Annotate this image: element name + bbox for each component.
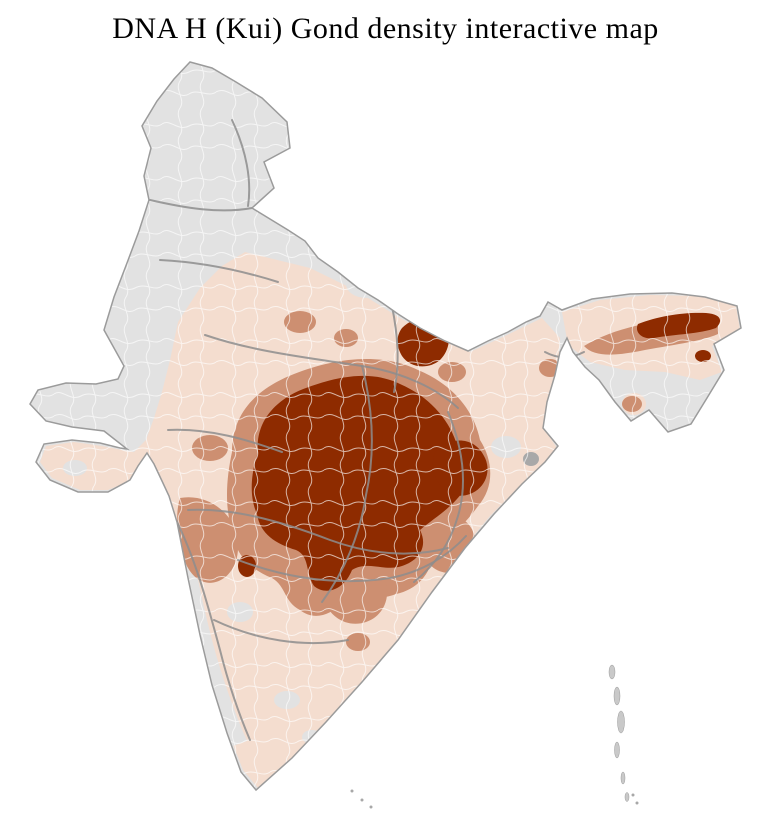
state-border-karnataka-tn bbox=[213, 619, 349, 645]
state-border-haryana-raj bbox=[159, 259, 279, 283]
state-border-kashmir-hp bbox=[231, 119, 251, 207]
region-medium-up-east[interactable] bbox=[438, 362, 466, 382]
region-medium-up-west[interactable] bbox=[284, 311, 316, 333]
state-border-guj-mp bbox=[167, 428, 283, 453]
island[interactable] bbox=[620, 771, 626, 785]
island[interactable] bbox=[617, 710, 625, 734]
region-medium-tripura[interactable] bbox=[622, 396, 642, 412]
region-midgray-bengal[interactable] bbox=[523, 452, 539, 466]
state-border-telangana-ap bbox=[237, 535, 467, 583]
state-border-chhattisgarh-west bbox=[321, 365, 373, 603]
region-high-assam-spot[interactable] bbox=[695, 350, 711, 362]
andaman-islands bbox=[608, 664, 630, 802]
island-dot bbox=[635, 801, 639, 805]
state-border-punjab-hp bbox=[149, 199, 253, 212]
state-border-odisha-west bbox=[413, 411, 464, 583]
map-title: DNA H (Kui) Gond density interactive map bbox=[112, 12, 659, 45]
region-high-bihar-north[interactable] bbox=[418, 300, 438, 316]
small-islands bbox=[350, 789, 639, 809]
region-medium-gujarat[interactable] bbox=[192, 435, 228, 461]
region-medium-rayalaseema[interactable] bbox=[346, 633, 370, 651]
region-nodata-kathiawar[interactable] bbox=[63, 460, 87, 476]
island[interactable] bbox=[608, 664, 616, 680]
island[interactable] bbox=[614, 741, 620, 759]
island[interactable] bbox=[613, 686, 621, 706]
island-dot bbox=[360, 798, 364, 802]
island-dot bbox=[631, 793, 635, 797]
island-dot bbox=[350, 789, 354, 793]
state-border-maha-south bbox=[187, 508, 449, 555]
state-border-up-bihar bbox=[391, 305, 399, 393]
region-nodata-karnataka[interactable] bbox=[227, 602, 253, 622]
island[interactable] bbox=[624, 792, 630, 802]
region-medium-up-central[interactable] bbox=[334, 329, 358, 347]
state-border-west-coast bbox=[175, 519, 251, 741]
region-nodata-tamilnadu-1[interactable] bbox=[274, 691, 300, 709]
island-dot bbox=[369, 805, 373, 809]
region-nodata-bengal-border[interactable] bbox=[491, 436, 521, 458]
state-borders bbox=[149, 119, 585, 741]
